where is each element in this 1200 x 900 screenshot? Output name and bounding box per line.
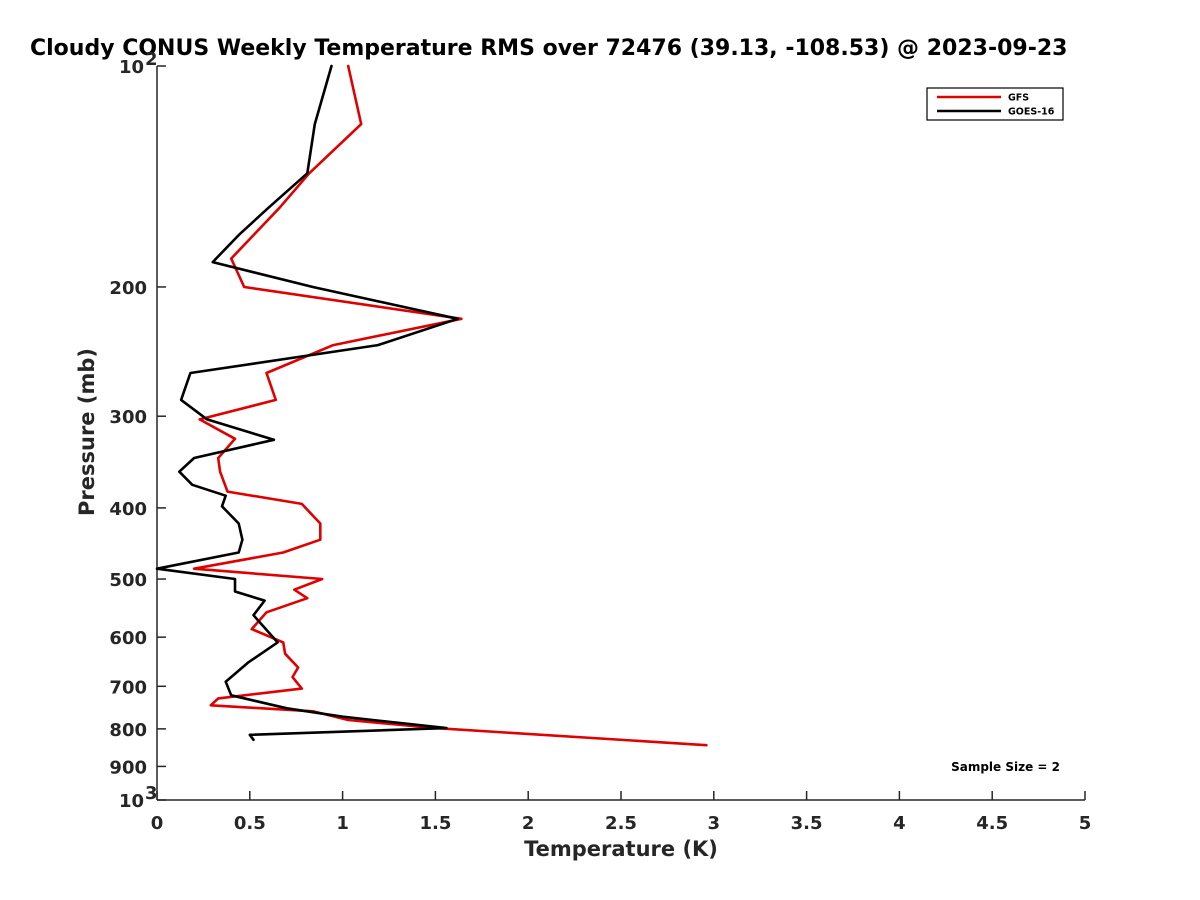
- y-tick-label: 300: [109, 407, 147, 428]
- x-tick-label: 0.5: [234, 813, 266, 834]
- y-tick-label: 700: [109, 677, 147, 698]
- y-tick-label: 10: [119, 791, 144, 812]
- y-tick-label: 800: [109, 720, 147, 741]
- x-tick-label: 4.5: [976, 813, 1008, 834]
- x-tick-label: 2.5: [605, 813, 637, 834]
- x-axis-label: Temperature (K): [524, 837, 718, 861]
- x-tick-label: 1.5: [419, 813, 451, 834]
- y-tick-label: 600: [109, 628, 147, 649]
- x-tick-label: 1: [336, 813, 349, 834]
- y-tick-exponent: 2: [145, 49, 158, 70]
- sample-size-annotation: Sample Size = 2: [951, 760, 1060, 774]
- legend-label-gfs: GFS: [1008, 93, 1029, 104]
- y-tick-label: 10: [119, 57, 144, 78]
- y-tick-label: 200: [109, 278, 147, 299]
- x-tick-label: 0: [151, 813, 164, 834]
- series-layer: [155, 64, 708, 747]
- y-axis-label: Pressure (mb): [75, 348, 99, 516]
- y-tick-label: 400: [109, 499, 147, 520]
- series-line-gfs: [192, 64, 708, 747]
- legend-box: [926, 87, 1064, 121]
- x-tick-label: 5: [1079, 813, 1092, 834]
- x-tick-label: 3: [708, 813, 721, 834]
- legend: GFS GOES-16: [926, 87, 1064, 121]
- y-tick-exponent: 3: [145, 783, 158, 804]
- x-axis-ticks: 0 0.5 1 1.5 2 2.5 3 3.5 4 4.5 5: [151, 791, 1092, 834]
- series-line-goes-16: [155, 64, 460, 742]
- chart-title: Cloudy CONUS Weekly Temperature RMS over…: [30, 36, 1067, 61]
- y-tick-label: 900: [109, 757, 147, 778]
- x-tick-label: 3.5: [791, 813, 823, 834]
- x-tick-label: 2: [522, 813, 535, 834]
- legend-label-goes-16: GOES-16: [1008, 107, 1055, 118]
- x-tick-label: 4: [893, 813, 906, 834]
- y-tick-label: 500: [109, 570, 147, 591]
